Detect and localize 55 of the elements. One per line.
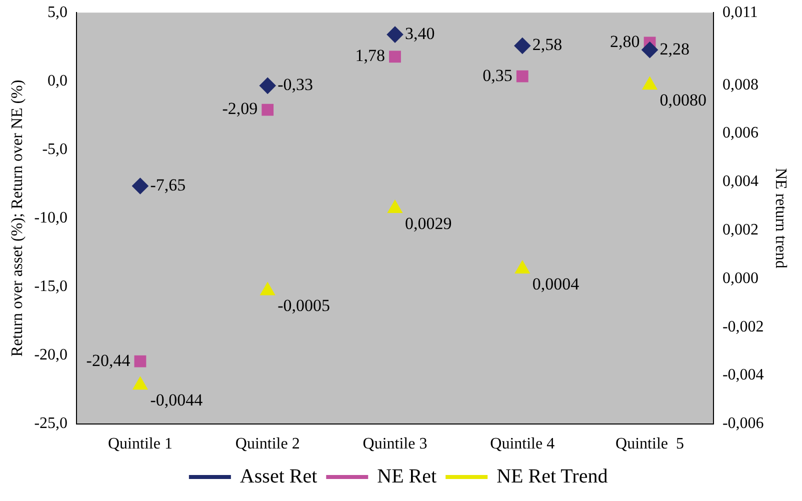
point: [260, 282, 275, 296]
point: [516, 70, 528, 82]
data-label: -7,65: [150, 175, 186, 194]
y-axis-title: Return over asset (%); Return over NE (%): [8, 80, 26, 357]
point: [260, 78, 276, 94]
y-tick-label: 0,0: [48, 72, 68, 90]
x-tick-label: Quintile 2: [235, 436, 300, 453]
y2-tick-label: 0,008: [722, 76, 758, 94]
data-label: 0,0080: [660, 90, 707, 110]
data-label: 0,35: [482, 66, 512, 85]
y2-axis-title: NE return trend: [772, 168, 790, 268]
y-tick-label: 5,0: [48, 4, 68, 21]
y-tick-label: -20,0: [34, 346, 68, 364]
point: [388, 200, 402, 214]
data-label: -2,09: [222, 99, 258, 118]
y2-tick-label: -0,004: [722, 366, 764, 384]
point: [134, 355, 146, 368]
point: [387, 26, 403, 43]
point: [515, 260, 530, 274]
y2-tick-label: -0,002: [722, 318, 764, 336]
point: [642, 77, 657, 90]
y-tick-label: -10,0: [34, 209, 68, 226]
y2-tick-label: -0,006: [722, 415, 764, 432]
data-label: -0,0044: [150, 390, 204, 410]
point: [262, 104, 274, 116]
y2-tick-label: 0,002: [722, 221, 758, 238]
y-tick-label: -25,0: [34, 415, 68, 432]
y2-tick-label: 0,006: [722, 124, 758, 142]
x-tick-label: Quintile 3: [362, 436, 428, 453]
data-label: 2,28: [660, 39, 690, 58]
x-tick-label: Quintile 5: [616, 436, 684, 453]
data-label: -0,0005: [278, 296, 330, 316]
data-label: 0,0004: [532, 274, 580, 294]
point: [642, 42, 658, 58]
y-tick-label: -15,0: [34, 278, 68, 295]
point: [132, 178, 148, 194]
y2-tick-label: 0,004: [722, 173, 758, 190]
data-label: 3,40: [405, 24, 435, 43]
data-label: 2,80: [610, 32, 640, 52]
legend-label: Asset Ret: [240, 465, 318, 488]
x-tick-label: Quintile 1: [108, 436, 172, 453]
data-label: 2,58: [532, 35, 562, 54]
legend-label: NE Ret Trend: [496, 465, 608, 488]
y-tick-label: -5,0: [42, 140, 68, 158]
y2-tick-label: 0,011: [722, 4, 758, 21]
point: [133, 377, 148, 390]
data-label: 0,0029: [405, 214, 452, 233]
point: [514, 38, 530, 54]
data-label: -20,44: [86, 350, 131, 370]
legend-label: NE Ret: [377, 465, 438, 488]
data-label: 1,78: [355, 46, 385, 66]
data-label: -0,33: [278, 75, 314, 94]
y2-tick-label: 0,000: [722, 270, 758, 287]
point: [389, 50, 401, 63]
x-tick-label: Quintile 4: [490, 436, 555, 453]
